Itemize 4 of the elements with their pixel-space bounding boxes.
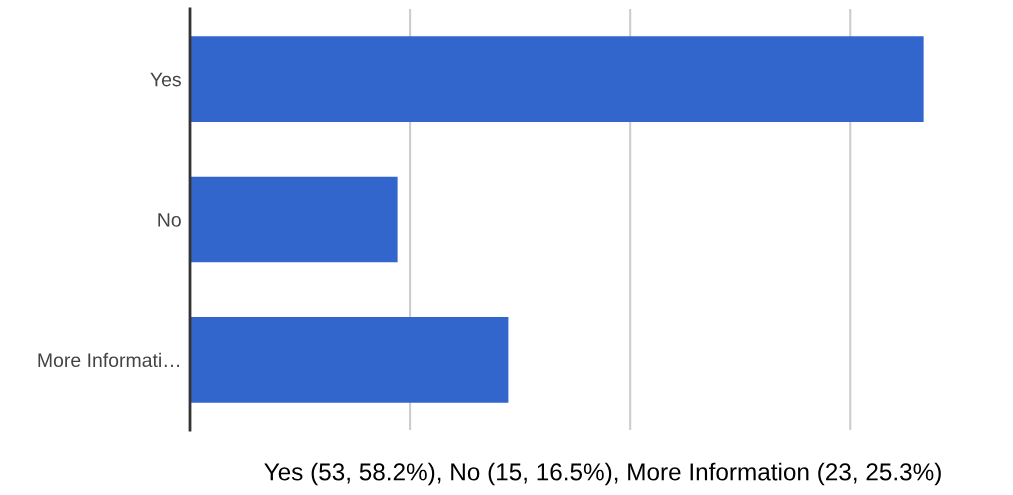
- y-tick-label: No: [158, 213, 181, 227]
- y-tick-label: Yes: [150, 72, 181, 87]
- text: Yes (53, 58.2%), No (15, 16.5%), More Information (23, 25.3%): [264, 462, 941, 486]
- y-tick-label: More Informati…: [38, 352, 180, 368]
